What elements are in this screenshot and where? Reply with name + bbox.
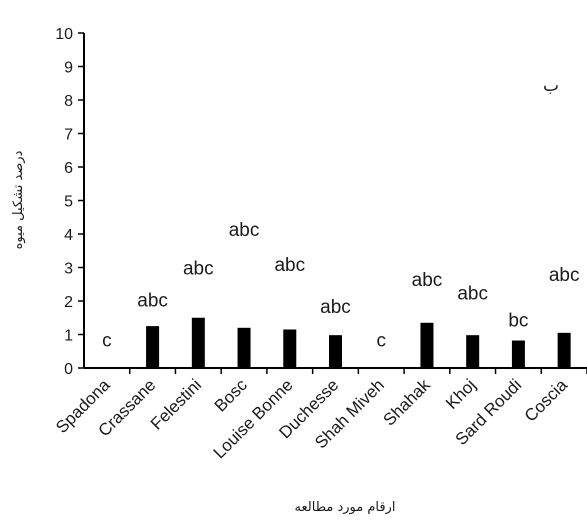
- y-tick-label: 0: [64, 361, 73, 378]
- significance-label: c: [102, 331, 112, 352]
- bar-series: [146, 317, 571, 368]
- y-tick-label: 10: [55, 26, 73, 43]
- y-tick-label: 4: [64, 227, 73, 244]
- y-tick-label: 7: [64, 127, 73, 144]
- y-tick-label: 2: [64, 294, 73, 311]
- bar: [329, 335, 342, 368]
- y-axis-ticks: 0 1 2 3 4 5 6 7 8 9 10: [55, 26, 84, 378]
- significance-label: abc: [274, 255, 305, 276]
- x-axis-title: ارقام مورد مطالعه: [295, 500, 396, 515]
- y-tick-label: 5: [64, 194, 73, 211]
- y-tick-label: 3: [64, 261, 73, 278]
- significance-label: c: [376, 331, 386, 352]
- bar: [511, 340, 525, 368]
- bar: [146, 326, 160, 368]
- bar: [283, 329, 297, 368]
- bar: [420, 322, 434, 368]
- bar: [191, 317, 205, 368]
- category-label: Bosc: [211, 375, 252, 416]
- significance-label: abc: [183, 259, 214, 280]
- significance-label: abc: [137, 290, 168, 311]
- significance-label: abc: [457, 284, 488, 305]
- panel-label: ب: [543, 76, 559, 96]
- significance-label: abc: [549, 265, 580, 286]
- category-label: Coscia: [521, 375, 572, 426]
- category-label: Shahak: [380, 375, 435, 430]
- y-axis-title: درصد تشکیل میوه: [11, 150, 26, 249]
- x-axis-ticks: [128, 368, 587, 374]
- y-tick-label: 1: [64, 328, 73, 345]
- category-label: Felestini: [147, 375, 205, 433]
- significance-label: bc: [508, 310, 528, 331]
- bar: [557, 332, 571, 368]
- category-label: Khoj: [442, 375, 479, 412]
- category-label: Louise Bonne: [210, 375, 297, 462]
- bar: [237, 327, 251, 368]
- significance-label: abc: [412, 270, 443, 291]
- y-tick-label: 9: [64, 60, 73, 77]
- bar: [466, 335, 480, 368]
- y-tick-label: 6: [64, 160, 73, 177]
- significance-label: abc: [229, 220, 260, 241]
- significance-label: abc: [320, 297, 351, 318]
- y-tick-label: 8: [64, 93, 73, 110]
